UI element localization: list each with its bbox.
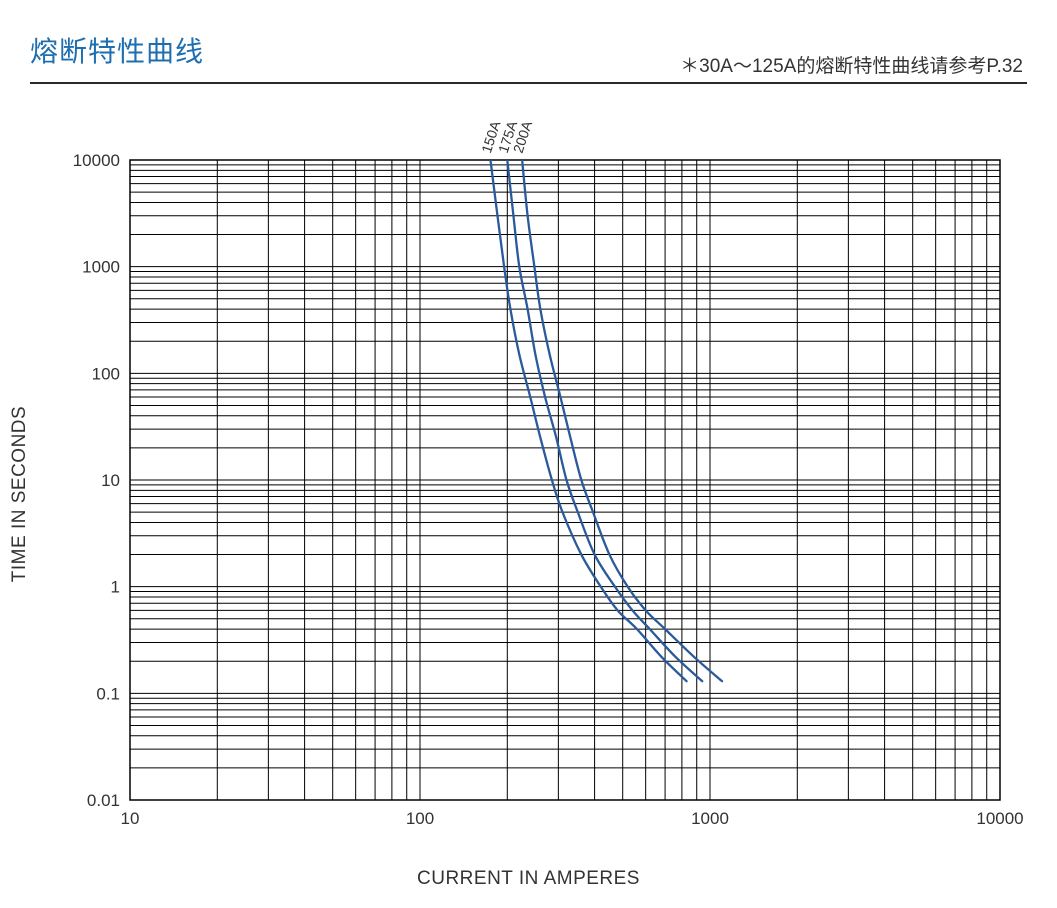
x-axis-label: CURRENT IN AMPERES bbox=[417, 868, 640, 890]
header-rule bbox=[30, 82, 1027, 84]
y-tick-label: 0.1 bbox=[96, 684, 120, 703]
y-tick-label: 10 bbox=[101, 471, 120, 490]
chart-container: TIME IN SECONDS 101001000100000.010.1110… bbox=[30, 110, 1027, 878]
page-note: ＊30A～125A的熔断特性曲线请参考P.32 bbox=[680, 51, 1023, 78]
fuse-curve-chart: 101001000100000.010.1110100100010000150A… bbox=[30, 110, 1027, 878]
y-tick-label: 10000 bbox=[73, 151, 120, 170]
y-axis-label: TIME IN SECONDS bbox=[9, 406, 31, 582]
y-tick-label: 0.01 bbox=[87, 791, 120, 810]
y-tick-label: 1 bbox=[111, 578, 120, 597]
y-tick-label: 100 bbox=[92, 364, 120, 383]
x-tick-label: 10000 bbox=[976, 809, 1023, 828]
x-tick-label: 100 bbox=[406, 809, 434, 828]
x-tick-label: 1000 bbox=[691, 809, 729, 828]
y-tick-label: 1000 bbox=[82, 258, 120, 277]
x-tick-label: 10 bbox=[121, 809, 140, 828]
